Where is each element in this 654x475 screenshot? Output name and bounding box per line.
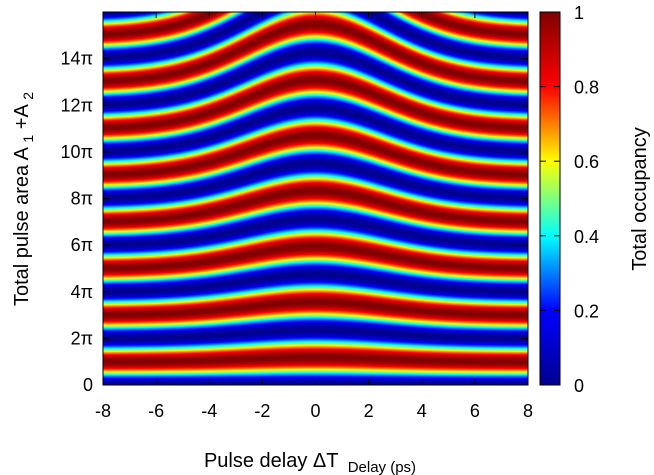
colorbar-tick-label: 1 (574, 3, 584, 23)
colorbar-ticks: 0 0.2 0.4 0.6 0.8 1 (540, 3, 599, 396)
y-tick-label: 8π (71, 189, 93, 209)
y-axis-label-sub2: 2 (20, 92, 36, 100)
x-axis-label-main: Pulse delay ΔT (204, 450, 338, 472)
x-axis-label: Pulse delay ΔT Delay (ps) (204, 450, 416, 475)
y-tick-label: 6π (71, 235, 93, 255)
y-tick-label: 4π (71, 282, 93, 302)
x-tick-label: 6 (470, 401, 480, 421)
colorbar-gradient (539, 11, 561, 386)
x-tick-label: -6 (148, 401, 164, 421)
x-tick-label: 0 (310, 401, 320, 421)
colorbar-label: Total occupancy (629, 127, 651, 270)
x-tick-label: -4 (201, 401, 217, 421)
y-tick-label: 0 (83, 375, 93, 395)
x-tick-label: 4 (417, 401, 427, 421)
heatmap-image (103, 12, 528, 385)
x-tick-label: -2 (254, 401, 270, 421)
y-axis-ticks: 0 2π 4π 6π 8π 10π 12π 14π (61, 49, 528, 395)
x-axis-label-subscript: Delay (ps) (348, 459, 416, 475)
x-tick-label: -8 (95, 401, 111, 421)
x-axis-ticks: -8 -6 -4 -2 0 2 4 6 8 (95, 12, 533, 421)
y-axis-label-sub1: 1 (20, 135, 36, 143)
y-tick-label: 2π (71, 328, 93, 348)
y-axis-label: Total pulse area A 1 +A 2 (11, 92, 38, 306)
x-tick-label: 8 (523, 401, 533, 421)
colorbar-tick-label: 0.8 (574, 78, 599, 98)
colorbar-tick-label: 0.6 (574, 152, 599, 172)
y-tick-label: 14π (61, 49, 93, 69)
colorbar-tick-label: 0.2 (574, 301, 599, 321)
colorbar-tick-label: 0 (574, 376, 584, 396)
colorbar-tick-label: 0.4 (574, 227, 599, 247)
x-tick-label: 2 (364, 401, 374, 421)
y-axis-label-main: Total pulse area A (11, 146, 33, 306)
y-axis-label-mid: +A (11, 104, 33, 130)
y-tick-label: 10π (61, 142, 93, 162)
y-tick-label: 12π (61, 95, 93, 115)
